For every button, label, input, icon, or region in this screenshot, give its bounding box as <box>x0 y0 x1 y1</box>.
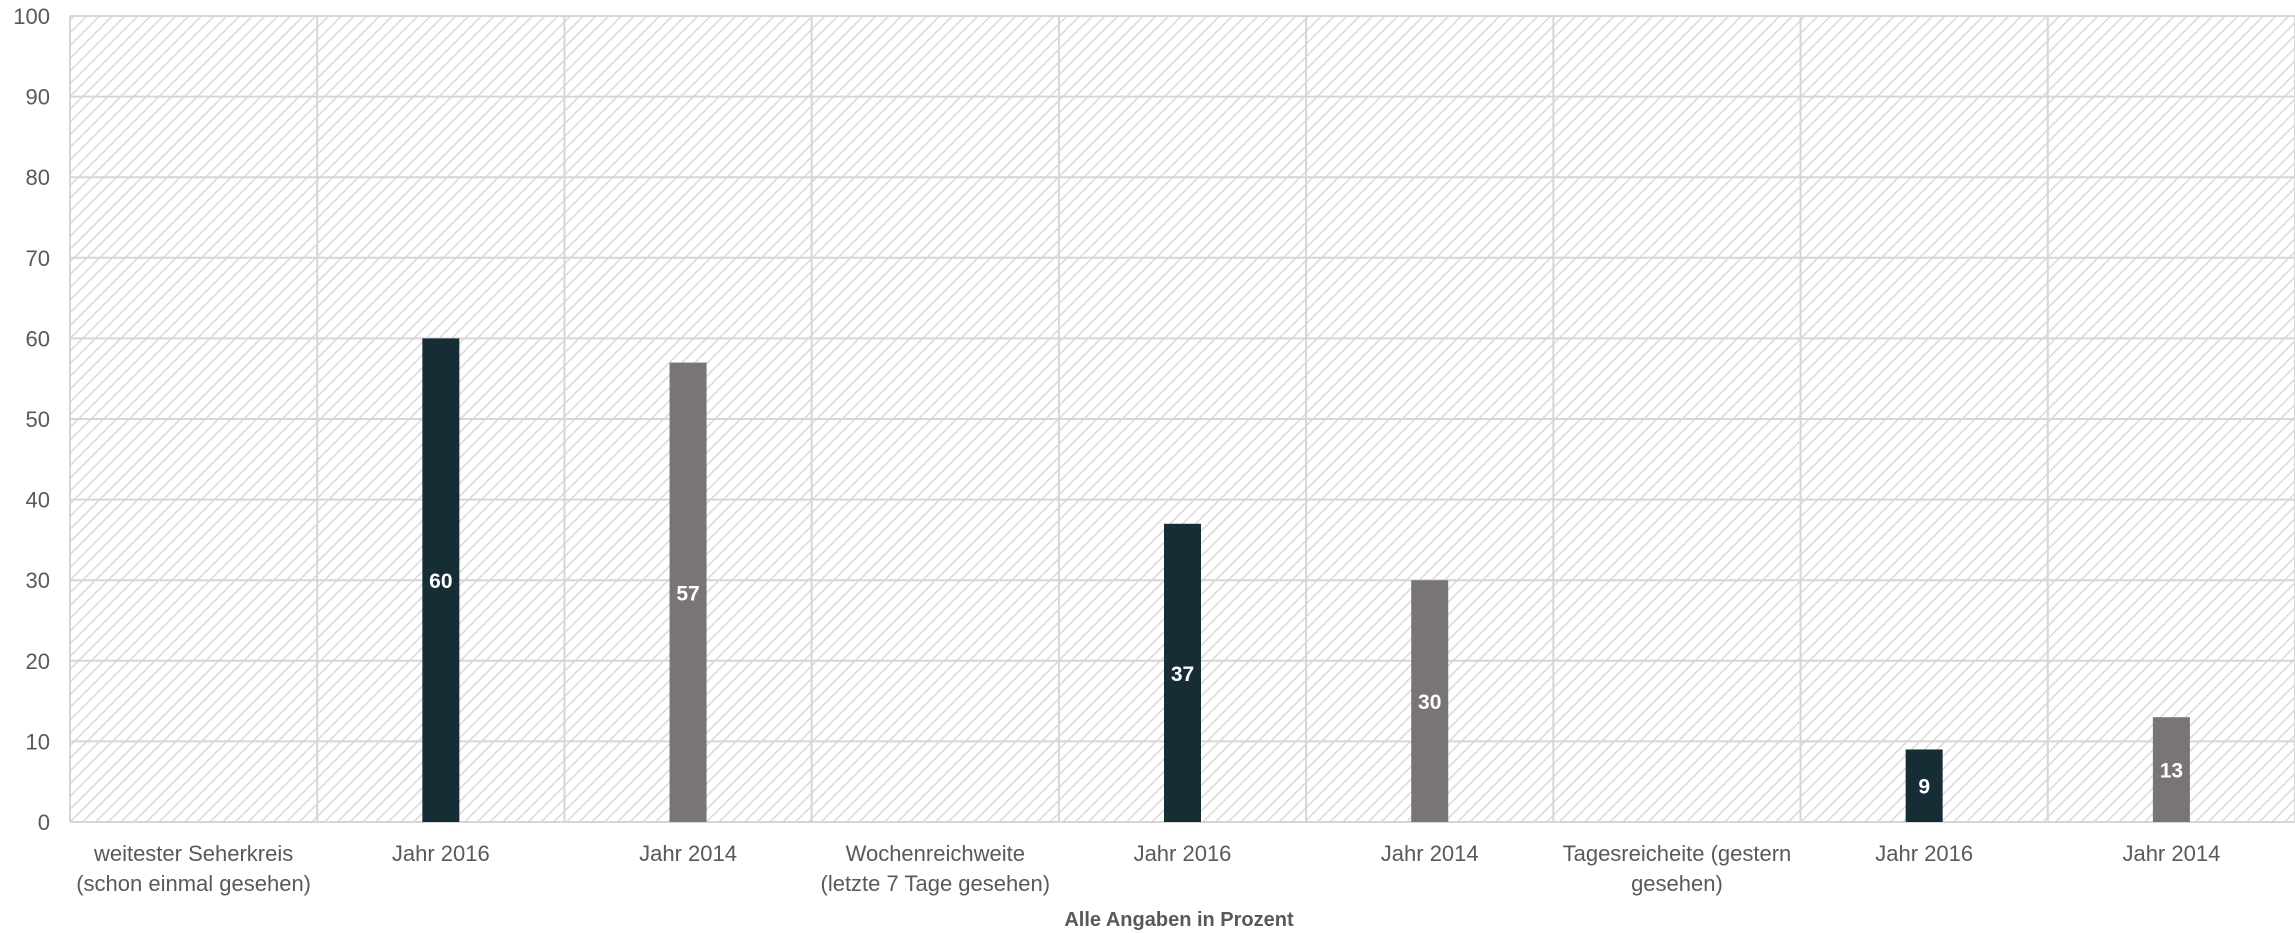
y-tick-label: 0 <box>38 810 50 835</box>
data-labels: 60 57 37 30 9 13 <box>429 570 2183 799</box>
bar-data-label: 37 <box>1171 663 1194 686</box>
y-tick-label: 100 <box>13 4 50 29</box>
x-category-label: gesehen) <box>1631 871 1723 896</box>
bar <box>422 338 460 822</box>
y-tick-label: 20 <box>26 649 50 674</box>
y-tick-label: 60 <box>26 326 50 351</box>
y-axis-tick-labels: 0 10 20 30 40 50 60 70 80 90 100 <box>13 4 50 835</box>
bar <box>1411 580 1449 822</box>
bar-data-label: 57 <box>676 582 699 605</box>
x-category-label: Jahr 2014 <box>2122 841 2220 866</box>
bars <box>422 338 2190 822</box>
x-category-label: weitester Seherkreis <box>93 841 293 866</box>
x-category-label: Tagesreicheite (gestern <box>1563 841 1792 866</box>
x-category-label: Jahr 2016 <box>1875 841 1973 866</box>
bar-data-label: 13 <box>2160 760 2183 783</box>
bar <box>669 362 707 822</box>
x-category-label: (schon einmal gesehen) <box>76 871 311 896</box>
bar-data-label: 30 <box>1418 691 1441 714</box>
y-tick-label: 80 <box>26 165 50 190</box>
x-category-label: Jahr 2014 <box>639 841 737 866</box>
y-tick-label: 40 <box>26 488 50 513</box>
y-tick-label: 70 <box>26 246 50 271</box>
x-category-label: Jahr 2016 <box>392 841 490 866</box>
bar <box>1905 749 1943 822</box>
bar-data-label: 9 <box>1918 776 1930 799</box>
x-category-label: Wochenreichweite <box>846 841 1025 866</box>
y-tick-label: 90 <box>26 85 50 110</box>
x-category-label: Jahr 2014 <box>1381 841 1479 866</box>
x-axis-category-labels: weitester Seherkreis (schon einmal gesehe… <box>76 841 2220 896</box>
y-tick-label: 30 <box>26 568 50 593</box>
x-category-label: (letzte 7 Tage gesehen) <box>821 871 1051 896</box>
bar-data-label: 60 <box>429 570 452 593</box>
y-tick-label: 10 <box>26 729 50 754</box>
x-axis-title: Alle Angaben in Prozent <box>1064 909 1294 931</box>
bar <box>2152 717 2190 822</box>
x-category-label: Jahr 2016 <box>1134 841 1232 866</box>
y-tick-label: 50 <box>26 407 50 432</box>
bar <box>1164 523 1201 822</box>
